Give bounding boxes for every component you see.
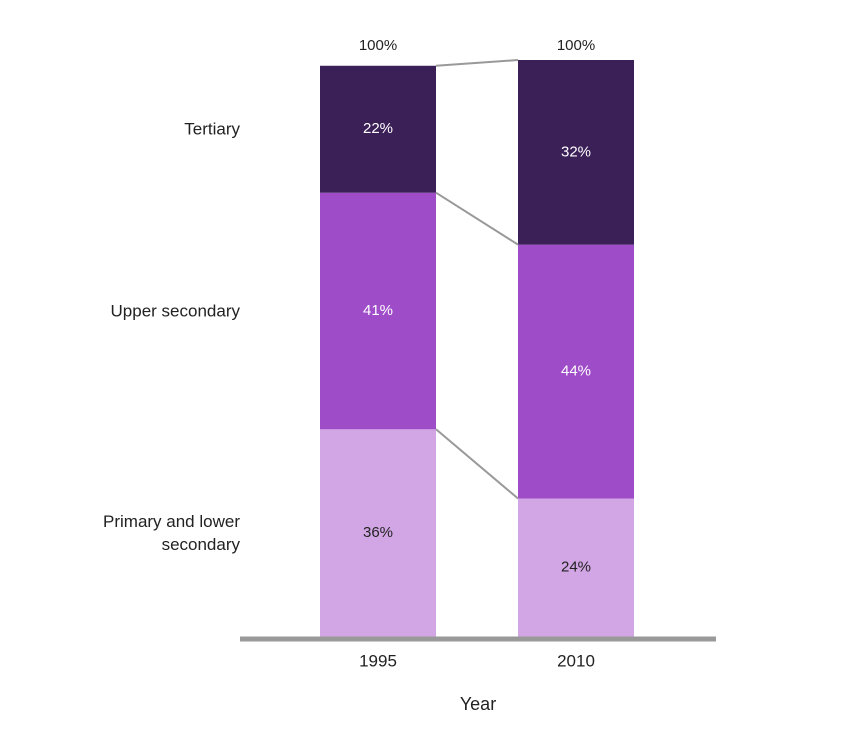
value-label: 44% [561,363,591,380]
value-label: 24% [561,559,591,576]
connector-line [435,191,519,246]
bar-segment [518,244,634,499]
series-label: Upper secondary [110,301,240,321]
series-label: Tertiary [184,119,240,139]
value-label: 32% [561,143,591,160]
total-label: 100% [557,37,595,54]
bar-segment [320,429,436,637]
bar-segment [320,192,436,430]
x-tick-label: 2010 [557,651,595,670]
bar-segment [518,60,634,245]
value-label: 41% [363,302,393,319]
total-label: 100% [359,37,397,54]
x-axis-title: Year [460,694,496,714]
bar-segment [518,498,634,637]
x-tick-label: 1995 [359,651,397,670]
connector-line [435,428,519,500]
bar-segment [320,65,436,193]
series-label: Primary and lower secondary [103,512,240,555]
value-label: 22% [363,120,393,137]
value-label: 36% [363,524,393,541]
connector-line [435,59,519,67]
